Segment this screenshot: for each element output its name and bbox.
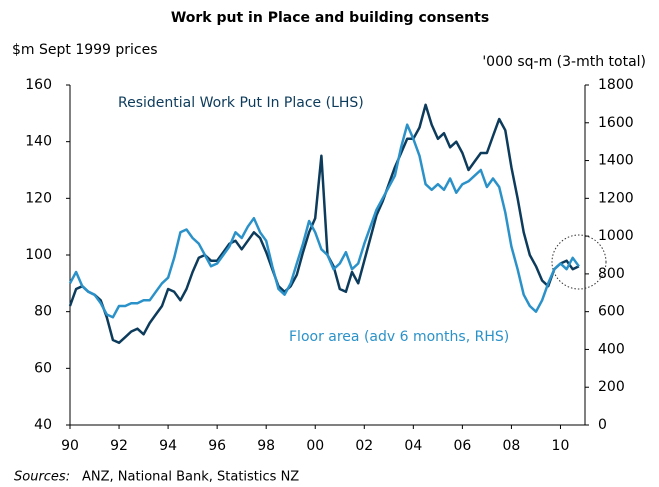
highlight-circle	[551, 234, 607, 290]
y2-axis-label: '000 sq-m (3-mth total)	[482, 54, 646, 70]
source: ANZ, National Bank, Statistics NZ	[82, 470, 299, 485]
y-tick-label: 120	[25, 190, 52, 206]
chart-title: Work put in Place and building consents	[171, 10, 489, 26]
x-tick-label: 02	[355, 438, 373, 454]
y2-tick-label: 1800	[598, 77, 634, 93]
y2-tick-label: 600	[598, 304, 625, 320]
x-tick-label: 96	[208, 438, 226, 454]
y-axis-label: $m Sept 1999 prices	[12, 42, 158, 58]
y-tick-label: 80	[34, 304, 52, 320]
y2-tick-label: 1000	[598, 228, 634, 244]
legend-label: Residential Work Put In Place (LHS)	[118, 95, 364, 111]
x-tick-label: 98	[257, 438, 275, 454]
x-tick-label: 10	[552, 438, 570, 454]
series-line	[68, 123, 580, 319]
x-tick-label: 08	[503, 438, 521, 454]
y2-tick-label: 1200	[598, 190, 634, 206]
x-tick-label: 94	[159, 438, 177, 454]
y-tick-label: 100	[25, 247, 52, 263]
y2-tick-label: 0	[598, 417, 607, 433]
y-tick-label: 140	[25, 134, 52, 150]
source-label: Sources:	[14, 470, 70, 485]
x-tick-label: 90	[61, 438, 79, 454]
series-line	[68, 103, 580, 345]
y-tick-label: 60	[34, 360, 52, 376]
x-tick-label: 00	[306, 438, 324, 454]
y2-tick-label: 1400	[598, 153, 634, 169]
y-tick-label: 160	[25, 77, 52, 93]
y2-tick-label: 800	[598, 266, 625, 282]
x-tick-label: 06	[453, 438, 471, 454]
x-tick-label: 04	[404, 438, 422, 454]
x-tick-label: 92	[110, 438, 128, 454]
y-tick-label: 40	[34, 417, 52, 433]
y2-tick-label: 200	[598, 379, 625, 395]
y2-tick-label: 400	[598, 341, 625, 357]
y2-tick-label: 1600	[598, 115, 634, 131]
legend-label: Floor area (adv 6 months, RHS)	[289, 329, 509, 345]
